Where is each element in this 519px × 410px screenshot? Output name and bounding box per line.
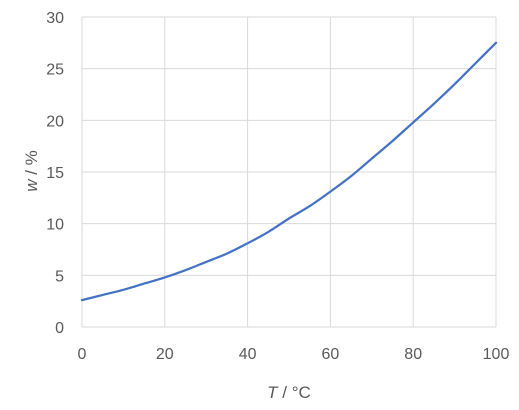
y-tick-label: 20 <box>46 113 64 130</box>
x-tick-label: 100 <box>483 346 510 363</box>
x-axis-unit: / °C <box>278 383 311 402</box>
y-tick-label: 15 <box>46 165 64 182</box>
x-axis-title: T / °C <box>267 383 311 402</box>
y-tick-label: 25 <box>46 62 64 79</box>
y-tick-label: 0 <box>55 320 64 337</box>
y-tick-label: 10 <box>46 217 64 234</box>
series-line <box>80 41 498 302</box>
y-tick-label: 5 <box>55 268 64 285</box>
y-axis-title: w / % <box>22 150 41 192</box>
x-tick-label: 20 <box>156 346 174 363</box>
y-tick-label: 30 <box>46 10 64 27</box>
gridlines <box>81 16 497 328</box>
series-layer <box>80 41 498 302</box>
x-tick-labels: 0 20 40 60 80 100 <box>78 346 510 363</box>
y-axis-unit: / % <box>22 150 41 179</box>
x-tick-label: 0 <box>78 346 87 363</box>
y-axis-variable: w <box>22 178 41 192</box>
x-axis-variable: T <box>267 383 279 402</box>
x-tick-label: 40 <box>239 346 257 363</box>
y-tick-labels: 0 5 10 15 20 25 30 <box>46 10 64 337</box>
x-tick-label: 60 <box>322 346 340 363</box>
x-tick-label: 80 <box>404 346 422 363</box>
